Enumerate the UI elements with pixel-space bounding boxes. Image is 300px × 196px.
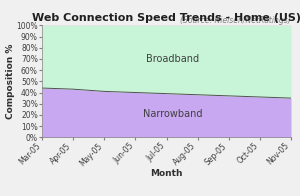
Text: Broadband: Broadband	[146, 54, 199, 64]
Text: (Source: Nielsen/NetRatings): (Source: Nielsen/NetRatings)	[180, 16, 291, 25]
Text: Narrowband: Narrowband	[143, 109, 202, 119]
Y-axis label: Composition %: Composition %	[6, 44, 15, 119]
X-axis label: Month: Month	[150, 169, 183, 178]
Title: Web Connection Speed Trends - Home (US): Web Connection Speed Trends - Home (US)	[32, 13, 300, 23]
